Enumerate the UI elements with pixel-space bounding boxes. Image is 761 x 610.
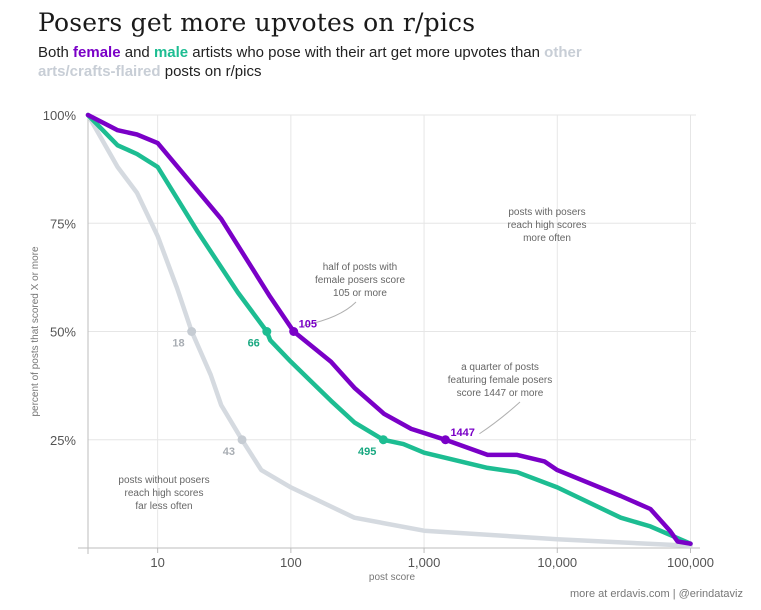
subtitle-female-keyword: female [73,44,121,61]
x-tick-label: 100,000 [667,555,714,570]
annotation-half-female-line: 105 or more [333,288,387,299]
y-tick-label: 100% [43,108,77,123]
annotation-posers-high-scores-line: reach high scores [508,220,587,231]
x-tick-label: 10,000 [537,555,577,570]
annotation-quarter-female-line: featuring female posers [448,375,553,386]
y-tick-label: 75% [50,216,76,231]
marker-male [262,327,272,336]
annotation-without-posers-line: posts without posers [118,475,209,486]
x-tick-label: 100 [280,555,302,570]
annotation-quarter-female-line: score 1447 or more [457,388,544,399]
annotation-half-female-line: female posers score [315,275,405,286]
annotation-quarter-female-line: a quarter of posts [461,362,539,373]
subtitle-male-keyword: male [153,44,189,61]
y-tick-label: 25% [50,433,76,448]
subtitle-other-keyword: other arts/crafts-flaired [38,44,582,80]
y-axis-title: percent of posts that scored X or more [30,246,41,417]
series-line-male [85,112,693,546]
subtitle-text-3: artists who pose with their art get more… [188,44,545,61]
chart-subtitle: Both female and male artists who pose wi… [38,43,658,81]
marker-label-other: 43 [223,446,235,458]
credit-text: more at erdavis.com | @erindataviz [570,588,743,600]
marker-female [289,327,299,336]
marker-label-male: 66 [248,338,260,350]
subtitle-text-2: and [120,44,154,61]
annotation-without-posers-line: reach high scores [125,488,204,499]
x-tick-label: 1,000 [408,555,441,570]
subtitle-text-1: Both [38,44,74,61]
annotation-leader-quarter [479,401,521,435]
annotation-posers-high-scores: posts with posers reach high scores more o… [508,207,587,244]
marker-male [378,435,388,445]
x-axis-title: post score [369,572,416,583]
marker-female [440,435,450,445]
marker-other [237,435,247,445]
marker-label-female: 105 [299,319,317,331]
marker-other [187,327,197,336]
marker-label-other: 18 [172,338,184,350]
annotation-half-female-line: half of posts with [323,262,397,273]
annotation-posers-high-scores-line: posts with posers [508,207,585,218]
marker-label-female: 1447 [450,427,474,439]
chart-title: Posers get more upvotes on r/pics [38,8,476,37]
annotation-without-posers-line: far less often [135,501,192,512]
annotation-leader-half [303,301,357,326]
y-tick-label: 50% [50,325,76,340]
annotation-quarter-female: a quarter of posts featuring female poser… [448,362,553,399]
subtitle-text-4: posts on r/pics [160,63,262,80]
annotation-half-female: half of posts with female posers score 105… [315,262,405,299]
series-line-other [85,112,693,549]
annotation-posers-high-scores-line: more often [523,233,571,244]
x-tick-label: 10 [150,555,164,570]
marker-label-male: 495 [358,446,376,458]
annotation-without-posers: posts without posers reach high scores far… [118,475,209,512]
series-line-female [85,112,693,546]
